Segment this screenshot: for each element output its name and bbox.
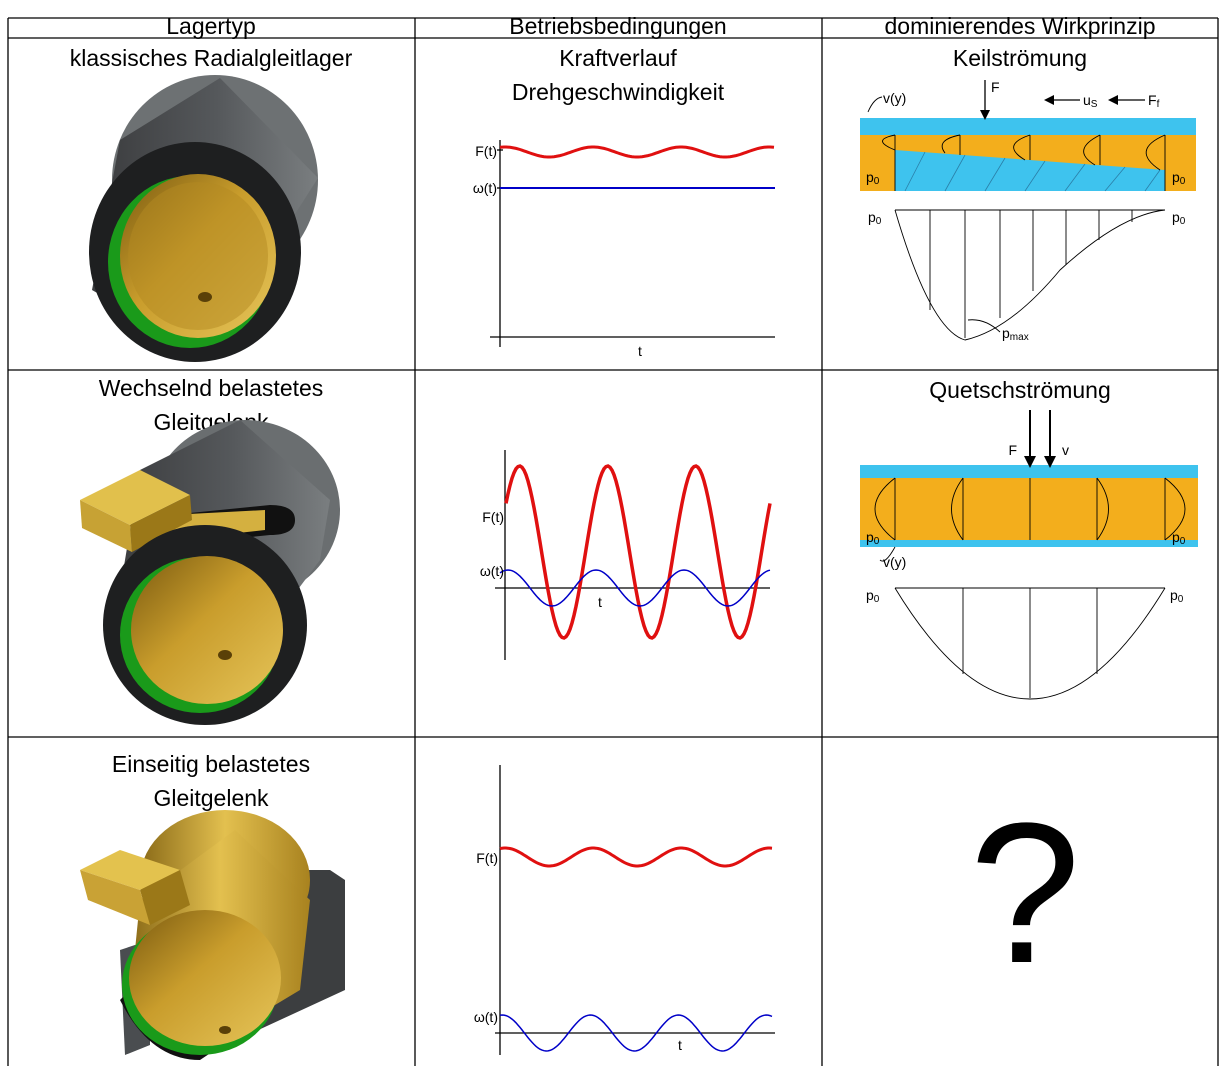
bearing-name: Wechselnd belastetes [99,375,324,401]
force-label: F [1008,442,1017,458]
time-plot: F(t) ω(t) t [474,765,775,1055]
velocity-label: v [1062,442,1069,458]
axis-label: ω(t) [480,563,504,579]
header-cell: Betriebsbedingungen [509,13,726,39]
axis-label: F(t) [476,850,498,866]
pressure-label: p0 [868,209,882,227]
force-curve [506,466,770,638]
bearing-illustration [80,420,340,725]
pressure-label: p0 [866,587,880,605]
friction-label: Ff [1148,92,1160,110]
principle-name: Keilströmung [953,45,1087,71]
bearing-illustration [80,810,345,1060]
principle-name: Quetschströmung [929,377,1111,403]
axis-label: t [678,1037,682,1053]
force-curve [500,147,774,157]
force-label: F [991,79,1000,95]
bearing-illustration [89,75,318,362]
squeeze-diagram: F v v(y) p0 p0 p0 p0 [860,410,1198,699]
force-curve [500,848,772,866]
axis-label: t [598,594,602,610]
time-plot: F(t) ω(t) t [480,450,770,660]
header-cell: Lagertyp [166,13,256,39]
axis-label: F(t) [482,509,504,525]
speed-label: uS [1083,92,1098,110]
profile-label: v(y) [883,90,906,106]
pressure-label: p0 [1172,209,1186,227]
wedge-diagram: v(y) F uS Ff p0 p0 p0 p0 pmax [860,79,1196,343]
bearing-name: Einseitig belastetes [112,751,310,777]
axis-label: ω(t) [474,1009,498,1025]
condition-title: Kraftverlauf [559,45,677,71]
page: Lagertyp Betriebsbedingungen dominierend… [0,0,1223,1066]
pmax-label: pmax [1002,325,1029,343]
bearing-name: klassisches Radialgleitlager [70,45,353,71]
time-plot: F(t) ω(t) t [473,140,775,359]
condition-title: Drehgeschwindigkeit [512,79,725,105]
pressure-label: p0 [1170,587,1184,605]
axis-label: F(t) [475,143,497,159]
profile-label: v(y) [883,554,906,570]
bearing-name: Gleitgelenk [153,785,269,811]
axis-label: ω(t) [473,180,497,196]
question-mark: ? [969,782,1080,1005]
axis-label: t [638,343,642,359]
header-cell: dominierendes Wirkprinzip [885,13,1156,39]
